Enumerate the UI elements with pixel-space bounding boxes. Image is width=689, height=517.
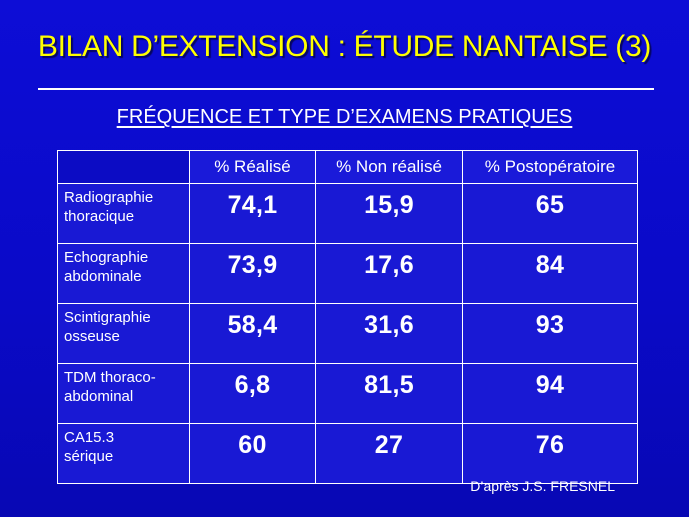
slide-subtitle-text: FRÉQUENCE ET TYPE D’EXAMENS PRATIQUES [116,106,573,128]
header-postoperatoire: % Postopératoire [462,150,638,184]
title-divider [38,88,654,90]
value-postoperatoire: 84 [462,243,638,304]
row-label-line2: thoracique [64,208,135,225]
row-label: Radiographie thoracique [57,183,190,244]
row-label-line2: sérique [64,448,114,465]
value-realise: 6,8 [189,363,316,424]
table-row: CA15.3 sérique 60 27 76 [57,423,638,484]
row-label: Echographie abdominale [57,243,190,304]
header-realise: % Réalisé [189,150,316,184]
row-label: TDM thoraco-abdominal [57,363,190,424]
value-realise: 58,4 [189,303,316,364]
header-corner-cell [57,150,190,184]
table-row: TDM thoraco-abdominal 6,8 81,5 94 [57,363,638,424]
row-label-line2: abdominal [64,388,134,405]
value-postoperatoire: 65 [462,183,638,244]
row-label-line2: abdominale [64,268,142,285]
table-header-row: % Réalisé % Non réalisé % Postopératoire [57,150,638,184]
value-non-realise: 15,9 [315,183,463,244]
value-non-realise: 27 [315,423,463,484]
value-realise: 74,1 [189,183,316,244]
value-postoperatoire: 76 [462,423,638,484]
value-non-realise: 31,6 [315,303,463,364]
row-label-line1: CA15.3 [64,429,115,446]
table-row: Radiographie thoracique 74,1 15,9 65 [57,183,638,244]
row-label: Scintigraphie osseuse [57,303,190,364]
header-non-realise: % Non réalisé [315,150,463,184]
row-label-line1: Radiographie [64,189,154,206]
exam-frequency-table: % Réalisé % Non réalisé % Postopératoire… [57,150,638,484]
value-non-realise: 81,5 [315,363,463,424]
row-label-line1: Scintigraphie [64,309,151,326]
value-realise: 73,9 [189,243,316,304]
slide-subtitle: FRÉQUENCE ET TYPE D’EXAMENS PRATIQUES [0,106,689,129]
row-label-line1: TDM thoraco- [64,369,156,386]
value-postoperatoire: 93 [462,303,638,364]
table-row: Echographie abdominale 73,9 17,6 84 [57,243,638,304]
row-label: CA15.3 sérique [57,423,190,484]
slide-title: BILAN D’EXTENSION : ÉTUDE NANTAISE (3) [37,30,652,63]
source-credit: D’après J.S. FRESNEL [470,478,615,494]
value-postoperatoire: 94 [462,363,638,424]
row-label-line1: Echographie [64,249,149,266]
table-row: Scintigraphie osseuse 58,4 31,6 93 [57,303,638,364]
value-realise: 60 [189,423,316,484]
value-non-realise: 17,6 [315,243,463,304]
row-label-line2: osseuse [64,328,120,345]
